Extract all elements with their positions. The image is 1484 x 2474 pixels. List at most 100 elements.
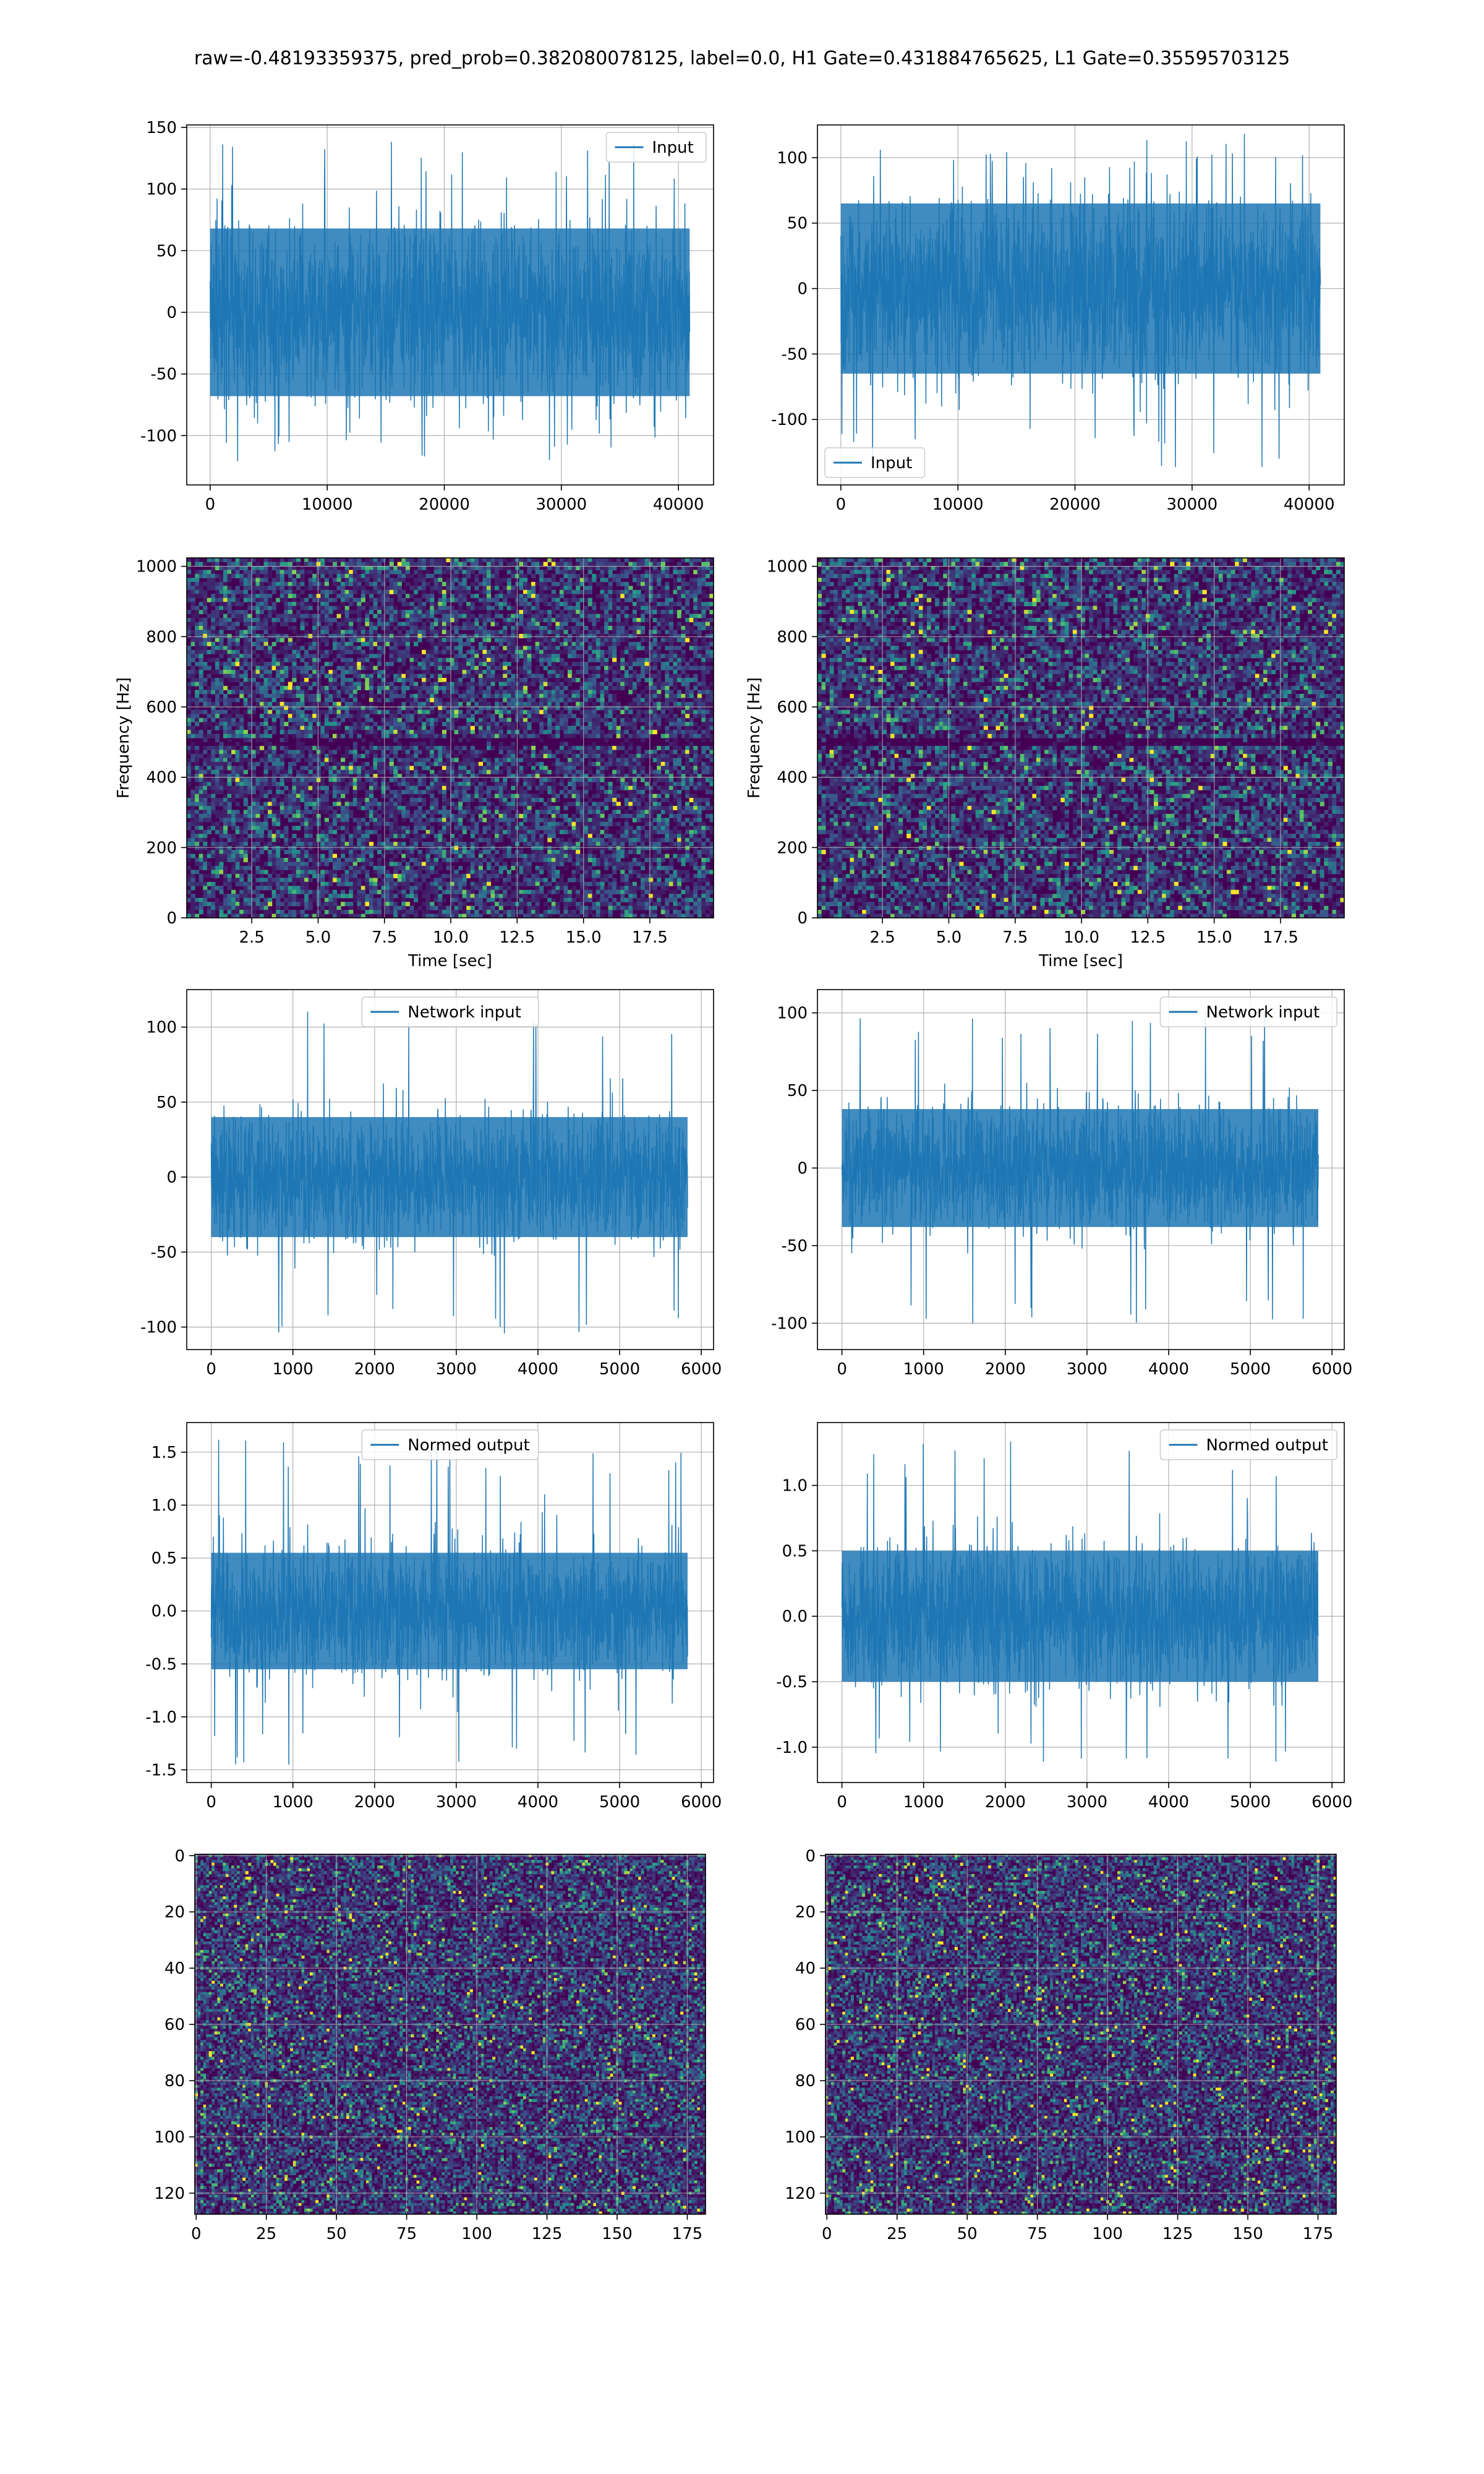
heatmap-cell bbox=[652, 714, 657, 719]
heatmap-cell bbox=[490, 682, 495, 687]
heatmap-cell bbox=[587, 597, 592, 602]
heatmap-cell bbox=[474, 558, 479, 563]
heatmap-cell bbox=[522, 690, 528, 695]
heatmap-cell bbox=[519, 586, 524, 591]
heatmap-cell bbox=[223, 594, 228, 599]
heatmap-cell bbox=[203, 625, 208, 630]
heatmap-cell bbox=[247, 602, 252, 607]
heatmap-cell bbox=[223, 646, 228, 651]
heatmap-cell bbox=[365, 753, 370, 758]
heatmap-cell bbox=[190, 726, 195, 730]
heatmap-cell bbox=[624, 633, 629, 638]
heatmap-cell bbox=[344, 726, 349, 730]
heatmap-cell bbox=[332, 750, 338, 755]
heatmap-cell bbox=[490, 622, 495, 627]
heatmap-cell bbox=[430, 646, 435, 651]
heatmap-cell bbox=[616, 581, 621, 586]
heatmap-cell bbox=[478, 641, 484, 646]
heatmap-cell bbox=[668, 706, 674, 711]
heatmap-cell bbox=[203, 589, 208, 594]
heatmap-cell bbox=[568, 614, 573, 618]
heatmap-cell bbox=[349, 633, 354, 638]
heatmap-cell bbox=[587, 565, 592, 570]
heatmap-cell bbox=[551, 578, 556, 583]
heatmap-cell bbox=[587, 758, 592, 763]
heatmap-cell bbox=[332, 758, 338, 763]
heatmap-cell bbox=[616, 682, 621, 687]
heatmap-cell bbox=[498, 662, 503, 667]
heatmap-cell bbox=[503, 709, 508, 714]
heatmap-cell bbox=[211, 750, 216, 755]
heatmap-cell bbox=[381, 633, 386, 638]
heatmap-cell bbox=[608, 597, 613, 602]
heatmap-cell bbox=[365, 610, 370, 615]
heatmap-cell bbox=[697, 622, 702, 627]
heatmap-cell bbox=[673, 685, 678, 690]
heatmap-cell bbox=[211, 610, 216, 615]
heatmap-cell bbox=[584, 597, 589, 602]
heatmap-cell bbox=[555, 633, 560, 638]
heatmap-cell bbox=[495, 638, 500, 643]
heatmap-cell bbox=[628, 597, 633, 602]
heatmap-cell bbox=[482, 638, 487, 643]
heatmap-cell bbox=[697, 654, 702, 659]
heatmap-cell bbox=[207, 657, 211, 662]
heatmap-cell bbox=[279, 709, 284, 714]
heatmap-cell bbox=[685, 589, 690, 594]
heatmap-cell bbox=[571, 690, 576, 695]
heatmap-cell bbox=[365, 761, 370, 766]
heatmap-cell bbox=[219, 722, 224, 727]
heatmap-cell bbox=[409, 606, 414, 610]
heatmap-cell bbox=[568, 638, 573, 643]
heatmap-cell bbox=[697, 614, 702, 618]
heatmap-cell bbox=[474, 625, 479, 630]
heatmap-cell bbox=[612, 662, 617, 667]
heatmap-cell bbox=[320, 589, 325, 594]
heatmap-cell bbox=[304, 666, 309, 670]
heatmap-cell bbox=[665, 614, 670, 618]
heatmap-cell bbox=[628, 594, 633, 599]
heatmap-cell bbox=[292, 602, 297, 607]
heatmap-cell bbox=[677, 662, 682, 667]
heatmap-cell bbox=[279, 698, 284, 703]
heatmap-cell bbox=[405, 618, 411, 623]
heatmap-cell bbox=[709, 649, 714, 654]
heatmap-cell bbox=[506, 750, 511, 755]
heatmap-cell bbox=[316, 730, 321, 735]
heatmap-cell bbox=[203, 678, 208, 683]
heatmap-cell bbox=[568, 562, 573, 567]
heatmap-cell bbox=[495, 761, 500, 766]
heatmap-cell bbox=[316, 750, 321, 755]
heatmap-cell bbox=[535, 674, 540, 678]
heatmap-cell bbox=[539, 693, 544, 698]
heatmap-cell bbox=[231, 597, 236, 602]
heatmap-cell bbox=[531, 558, 536, 563]
heatmap-cell bbox=[223, 734, 228, 738]
heatmap-cell bbox=[568, 678, 573, 683]
heatmap-cell bbox=[320, 750, 325, 755]
heatmap-cell bbox=[259, 625, 265, 630]
heatmap-cell bbox=[641, 594, 646, 599]
heatmap-cell bbox=[482, 717, 487, 722]
heatmap-cell bbox=[709, 594, 714, 599]
heatmap-cell bbox=[300, 614, 305, 618]
heatmap-cell bbox=[689, 730, 694, 735]
heatmap-cell bbox=[506, 753, 511, 758]
heatmap-cell bbox=[235, 614, 240, 618]
heatmap-cell bbox=[555, 614, 560, 618]
heatmap-cell bbox=[422, 586, 427, 591]
heatmap-cell bbox=[441, 674, 447, 678]
heatmap-cell bbox=[595, 594, 601, 599]
heatmap-cell bbox=[341, 766, 346, 771]
heatmap-cell bbox=[215, 622, 220, 627]
heatmap-cell bbox=[641, 630, 646, 635]
heatmap-cell bbox=[417, 666, 422, 670]
heatmap-cell bbox=[430, 586, 435, 591]
heatmap-cell bbox=[685, 638, 690, 643]
heatmap-cell bbox=[377, 662, 382, 667]
heatmap-cell bbox=[652, 701, 657, 706]
heatmap-cell bbox=[276, 573, 281, 578]
heatmap-cell bbox=[563, 722, 568, 727]
heatmap-cell bbox=[211, 630, 216, 635]
heatmap-cell bbox=[458, 625, 463, 630]
